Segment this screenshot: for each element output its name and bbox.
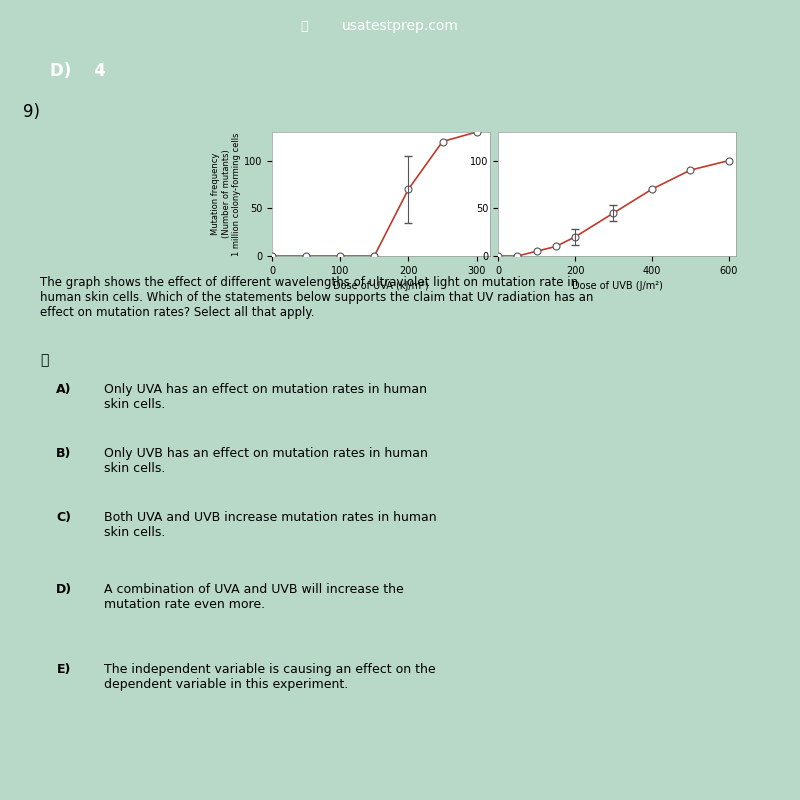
X-axis label: Dose of UVA (kJ/m²): Dose of UVA (kJ/m²): [334, 282, 429, 291]
Y-axis label: Mutation frequency
(Number of mutants)
1 million colony-forming cells: Mutation frequency (Number of mutants) 1…: [211, 132, 241, 256]
Text: 9): 9): [23, 103, 41, 121]
Text: D): D): [56, 583, 72, 596]
Text: A): A): [56, 383, 72, 396]
Text: D)    4: D) 4: [50, 62, 106, 80]
Text: A combination of UVA and UVB will increase the
mutation rate even more.: A combination of UVA and UVB will increa…: [104, 583, 404, 611]
Text: E): E): [57, 663, 71, 676]
Text: 🔒: 🔒: [300, 19, 308, 33]
Text: Only UVA has an effect on mutation rates in human
skin cells.: Only UVA has an effect on mutation rates…: [104, 383, 427, 411]
Text: Only UVB has an effect on mutation rates in human
skin cells.: Only UVB has an effect on mutation rates…: [104, 447, 428, 475]
Text: The graph shows the effect of different wavelengths of ultraviolet light on muta: The graph shows the effect of different …: [40, 276, 594, 319]
X-axis label: Dose of UVB (J/m²): Dose of UVB (J/m²): [572, 282, 662, 291]
Text: C): C): [57, 511, 71, 524]
Text: 🔊: 🔊: [40, 353, 48, 367]
Text: usatestprep.com: usatestprep.com: [342, 19, 458, 33]
Text: B): B): [56, 447, 72, 460]
Text: The independent variable is causing an effect on the
dependent variable in this : The independent variable is causing an e…: [104, 663, 436, 691]
Text: Both UVA and UVB increase mutation rates in human
skin cells.: Both UVA and UVB increase mutation rates…: [104, 511, 437, 539]
